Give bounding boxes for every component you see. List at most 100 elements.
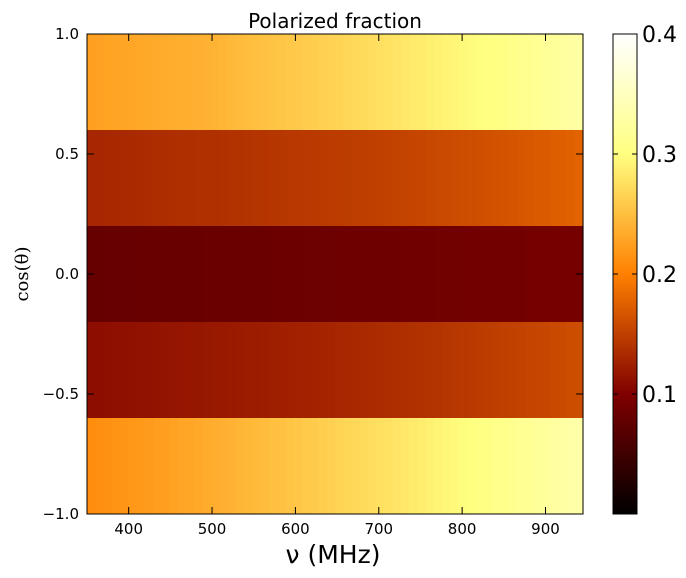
heatmap-cell	[128, 418, 138, 514]
heatmap-cell	[136, 34, 146, 130]
heatmap-cell	[384, 226, 394, 322]
heatmap-cell	[95, 34, 105, 130]
heatmap-cell	[318, 226, 328, 322]
heatmap-cell	[161, 322, 171, 418]
heatmap-cell	[566, 322, 576, 418]
heatmap-cell	[392, 226, 402, 322]
heatmap-cell	[87, 418, 96, 514]
heatmap-cell	[227, 322, 237, 418]
heatmap-cell	[186, 34, 196, 130]
heatmap-cell	[558, 34, 568, 130]
heatmap-cell	[293, 418, 303, 514]
heatmap-cell	[343, 226, 353, 322]
heatmap-cell	[252, 322, 262, 418]
heatmap-cell	[194, 34, 204, 130]
heatmap-cell	[219, 226, 229, 322]
heatmap-cell	[120, 418, 129, 514]
axis-ticks	[87, 33, 583, 515]
heatmap-cell	[351, 226, 361, 322]
heatmap-cell	[301, 418, 311, 514]
y-tick-label: −1.0	[43, 505, 79, 523]
y-axis-label: cos(θ)	[12, 246, 33, 301]
heatmap-cell	[541, 130, 551, 226]
heatmap-cell	[525, 418, 534, 514]
heatmap-cell	[111, 34, 121, 130]
heatmap-cell	[343, 34, 353, 130]
colorbar-ticks	[613, 33, 637, 395]
heatmap-cell	[475, 34, 485, 130]
heatmap-cell	[492, 34, 501, 130]
heatmap-cell	[525, 130, 534, 226]
heatmap-cell	[326, 322, 336, 418]
heatmap-cell	[500, 130, 510, 226]
heatmap-cell	[177, 226, 187, 322]
heatmap-cell	[558, 322, 568, 418]
heatmap-cell	[310, 34, 320, 130]
heatmap-cell	[417, 130, 427, 226]
heatmap-cell	[169, 34, 179, 130]
heatmap-cell	[219, 322, 229, 418]
heatmap-cell	[359, 226, 369, 322]
heatmap-cell	[541, 226, 551, 322]
heatmap-cell	[401, 226, 410, 322]
heatmap-cell	[111, 322, 121, 418]
heatmap-cell	[301, 34, 311, 130]
heatmap-cell	[574, 34, 584, 130]
heatmap-cell	[293, 130, 303, 226]
heatmap-cell	[566, 226, 576, 322]
heatmap-cell	[211, 226, 220, 322]
heatmap-cell	[450, 34, 460, 130]
heatmap-cell	[318, 418, 328, 514]
heatmap-cell	[384, 322, 394, 418]
heatmap-cell	[153, 34, 162, 130]
heatmap-cell	[343, 130, 353, 226]
heatmap-cell	[442, 418, 452, 514]
heatmap-cell	[483, 226, 493, 322]
heatmap-cell	[492, 418, 501, 514]
x-tick-label: 900	[531, 520, 560, 538]
heatmap-cell	[541, 418, 551, 514]
heatmap-cell	[459, 418, 468, 514]
heatmap-cell	[351, 322, 361, 418]
heatmap-cell	[235, 130, 245, 226]
heatmap-cell	[401, 34, 410, 130]
heatmap-cell	[376, 418, 386, 514]
heatmap-cell	[376, 130, 386, 226]
heatmap-cell	[260, 226, 270, 322]
heatmap-cell	[500, 322, 510, 418]
colorbar: 0.1 0.2 0.3 0.4	[612, 23, 677, 515]
heatmap-cell	[211, 322, 220, 418]
heatmap-cell	[343, 418, 353, 514]
heatmap-cell	[442, 322, 452, 418]
heatmap-cell	[384, 130, 394, 226]
heatmap-cell	[285, 418, 295, 514]
heatmap-cell	[120, 322, 129, 418]
heatmap-cell	[492, 130, 501, 226]
heatmap-cell	[169, 418, 179, 514]
heatmap-cell	[310, 226, 320, 322]
heatmap-cell	[285, 322, 295, 418]
heatmap-cell	[434, 130, 444, 226]
heatmap-cell	[103, 226, 113, 322]
heatmap-cell	[467, 226, 477, 322]
heatmap-cell	[277, 226, 286, 322]
heatmap-cell	[566, 34, 576, 130]
heatmap-cell	[95, 322, 105, 418]
heatmap-cell	[136, 226, 146, 322]
heatmap-cell	[186, 322, 196, 418]
heatmap-cell	[268, 322, 278, 418]
heatmap-cell	[268, 226, 278, 322]
heatmap-cell	[467, 34, 477, 130]
heatmap-cell	[144, 418, 154, 514]
heatmap-cell	[368, 418, 377, 514]
heatmap-cell	[268, 34, 278, 130]
heatmap-cell	[177, 322, 187, 418]
heatmap-cell	[516, 226, 526, 322]
heatmap-cell	[268, 418, 278, 514]
heatmap-cell	[508, 418, 518, 514]
heatmap-cell	[467, 130, 477, 226]
heatmap-cell	[95, 130, 105, 226]
heatmap-cell	[177, 34, 187, 130]
heatmap-cell	[326, 226, 336, 322]
heatmap-cell	[120, 226, 129, 322]
